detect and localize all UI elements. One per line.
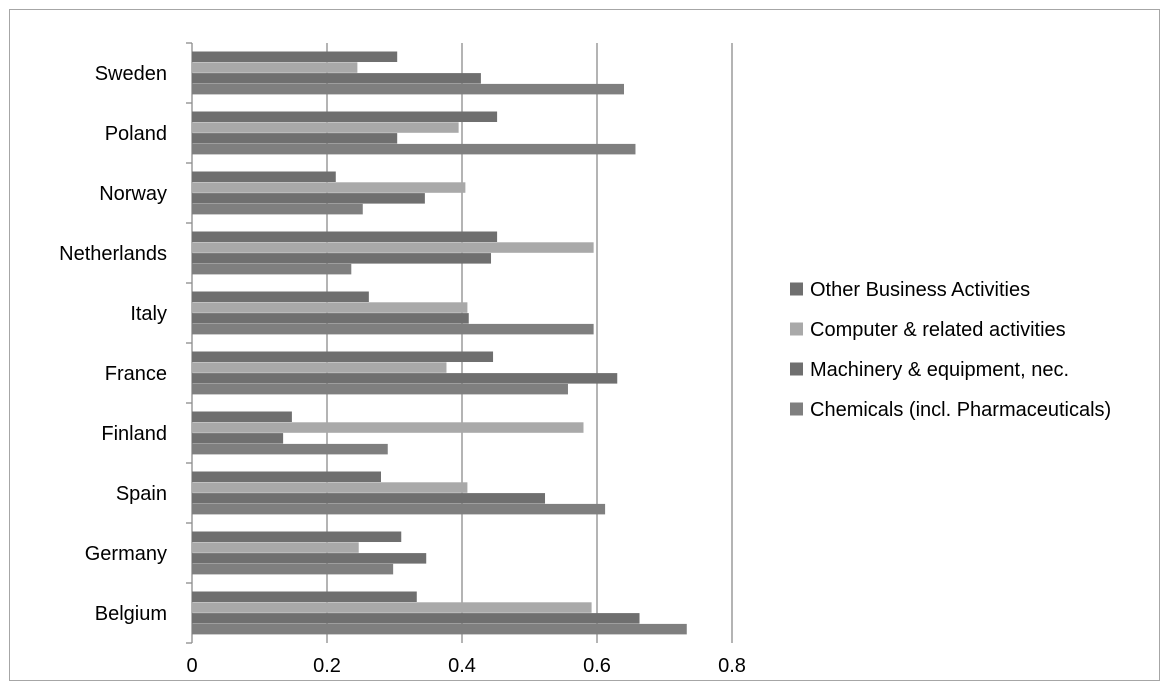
tick-labels: 0 0.2 0.4 0.6 0.8 bbox=[186, 655, 745, 677]
bar bbox=[192, 433, 284, 444]
bars bbox=[192, 51, 687, 635]
bar bbox=[192, 253, 492, 264]
category-label: Norway bbox=[99, 183, 167, 205]
x-tick-label: 0 bbox=[186, 655, 197, 677]
legend-label: Machinery & equipment, nec. bbox=[810, 359, 1069, 381]
bar bbox=[192, 542, 359, 553]
bar bbox=[192, 122, 459, 133]
bar bbox=[192, 203, 363, 215]
bar bbox=[192, 83, 624, 95]
bar bbox=[192, 471, 381, 482]
legend-swatch bbox=[790, 362, 803, 376]
bar bbox=[192, 591, 417, 602]
legend-swatch bbox=[790, 322, 803, 336]
legend-label: Computer & related activities bbox=[810, 319, 1066, 341]
gridlines bbox=[326, 43, 733, 643]
category-label: Netherlands bbox=[59, 243, 167, 265]
bar bbox=[192, 111, 498, 122]
bar bbox=[192, 231, 498, 242]
bar bbox=[192, 443, 388, 455]
bar bbox=[192, 313, 469, 324]
category-label: Belgium bbox=[95, 603, 167, 625]
bar bbox=[192, 73, 481, 84]
category-label: France bbox=[105, 363, 167, 385]
bar bbox=[192, 422, 584, 433]
bar bbox=[192, 143, 636, 155]
legend-label: Chemicals (incl. Pharmaceuticals) bbox=[810, 399, 1111, 421]
bar bbox=[192, 182, 466, 193]
bar bbox=[192, 302, 468, 313]
bar bbox=[192, 383, 568, 395]
bar bbox=[192, 411, 292, 422]
bar bbox=[192, 62, 358, 73]
bar bbox=[192, 613, 640, 624]
bar bbox=[192, 133, 398, 144]
bar bbox=[192, 602, 592, 613]
bar bbox=[192, 553, 427, 564]
legend: Other Business Activities Computer & rela… bbox=[790, 279, 1111, 421]
legend-swatch bbox=[790, 402, 803, 416]
bar bbox=[192, 503, 606, 515]
bar bbox=[192, 291, 369, 302]
bar bbox=[192, 263, 352, 275]
category-label: Finland bbox=[101, 423, 167, 445]
x-tick-label: 0.4 bbox=[448, 655, 476, 677]
axis bbox=[186, 42, 193, 644]
bar bbox=[192, 623, 687, 635]
bar bbox=[192, 51, 398, 62]
bar bbox=[192, 362, 447, 373]
legend-swatch bbox=[790, 282, 803, 296]
bar bbox=[192, 351, 494, 362]
bar bbox=[192, 323, 594, 335]
bar-chart: Belgium Germany Spain Finland France Italy Net… bbox=[59, 42, 1111, 677]
chart-frame: Belgium Germany Spain Finland France Italy Net… bbox=[9, 9, 1160, 681]
category-label: Italy bbox=[130, 303, 167, 325]
category-label: Germany bbox=[85, 543, 167, 565]
category-labels: Belgium Germany Spain Finland France Italy Net… bbox=[59, 63, 167, 625]
bar bbox=[192, 563, 394, 575]
bar bbox=[192, 193, 425, 204]
bar bbox=[192, 482, 468, 493]
x-tick-label: 0.2 bbox=[313, 655, 341, 677]
bar bbox=[192, 373, 618, 384]
bar bbox=[192, 531, 402, 542]
x-tick-label: 0.8 bbox=[718, 655, 746, 677]
x-tick-label: 0.6 bbox=[583, 655, 611, 677]
bar bbox=[192, 493, 546, 504]
category-label: Poland bbox=[105, 123, 167, 145]
category-label: Sweden bbox=[95, 63, 167, 85]
category-label: Spain bbox=[116, 483, 167, 505]
legend-label: Other Business Activities bbox=[810, 279, 1030, 301]
bar bbox=[192, 242, 594, 253]
bar bbox=[192, 171, 336, 182]
